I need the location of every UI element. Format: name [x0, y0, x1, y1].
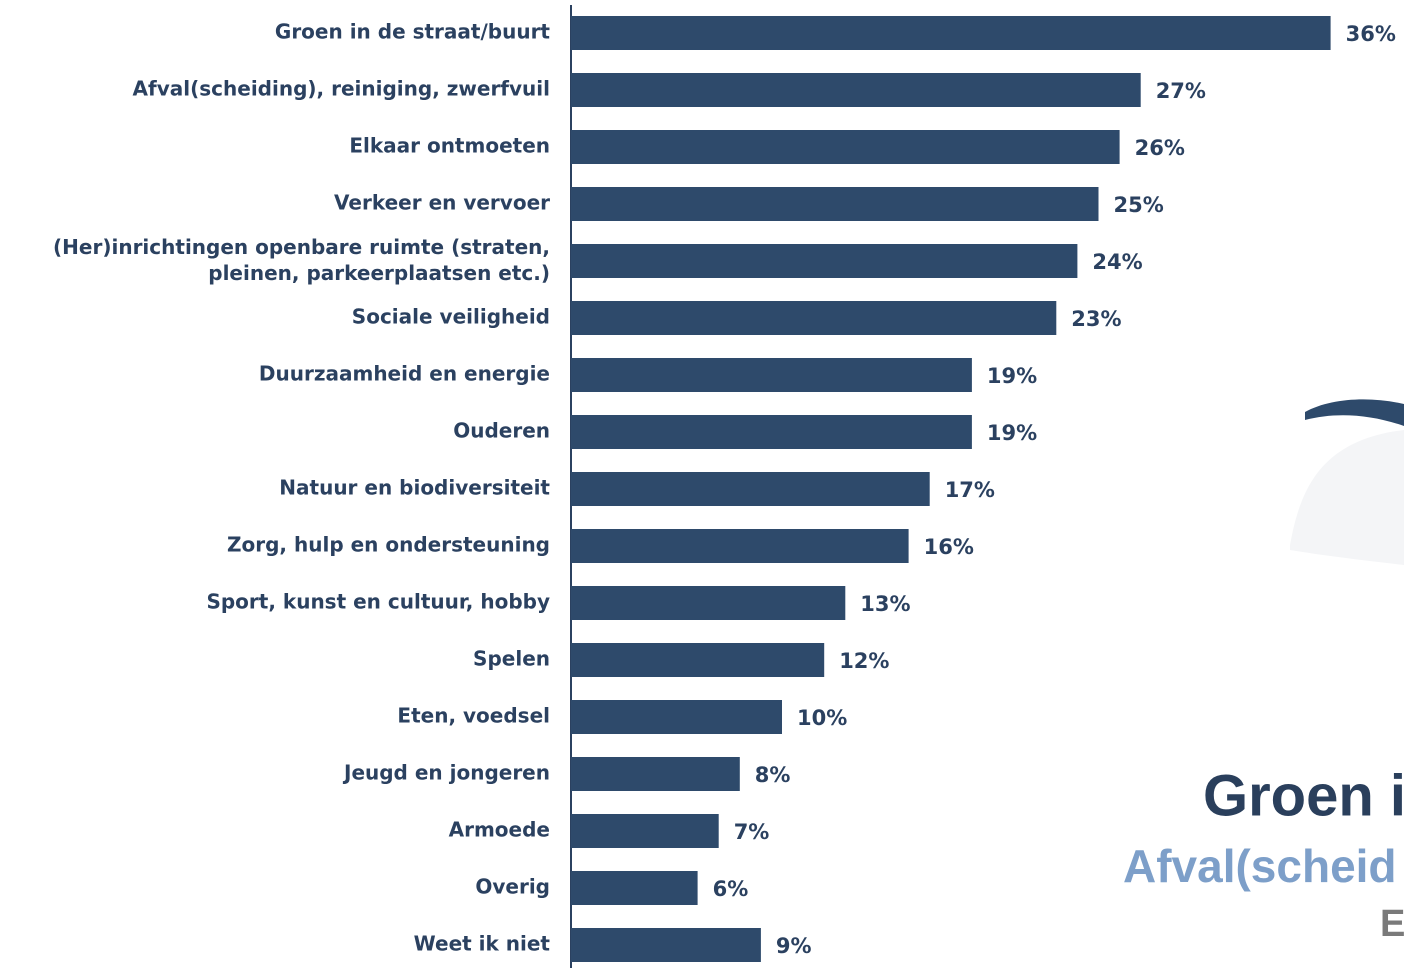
value-label: 19% — [987, 421, 1037, 445]
value-label: 8% — [755, 763, 791, 787]
value-label: 6% — [713, 877, 749, 901]
bar — [571, 472, 930, 506]
decor-word: E — [1380, 903, 1404, 945]
value-label: 24% — [1092, 250, 1142, 274]
value-label: 16% — [924, 535, 974, 559]
decor-shape — [1290, 430, 1404, 565]
bar — [571, 73, 1141, 107]
bar — [571, 700, 782, 734]
bar — [571, 814, 719, 848]
decor-word: Afval(scheid — [1123, 840, 1397, 892]
category-label: Duurzaamheid en energie — [259, 362, 550, 386]
bar — [571, 871, 698, 905]
value-label: 7% — [734, 820, 770, 844]
value-label: 13% — [860, 592, 910, 616]
category-label: Weet ik niet — [414, 932, 551, 956]
category-label: Eten, voedsel — [397, 704, 550, 728]
value-label: 27% — [1156, 79, 1206, 103]
category-label: Groen in de straat/buurt — [275, 20, 551, 44]
decor-word: Groen i — [1203, 763, 1404, 828]
value-label: 36% — [1346, 22, 1396, 46]
category-label: Natuur en biodiversiteit — [279, 476, 550, 500]
category-label: Armoede — [449, 818, 550, 842]
bar — [571, 928, 761, 962]
bar — [571, 358, 972, 392]
category-label: Spelen — [473, 647, 550, 671]
value-label: 26% — [1135, 136, 1185, 160]
value-label: 25% — [1114, 193, 1164, 217]
category-label: Sport, kunst en cultuur, hobby — [206, 590, 550, 614]
category-label: Elkaar ontmoeten — [349, 134, 550, 158]
category-label: Sociale veiligheid — [352, 305, 550, 329]
value-label: 10% — [797, 706, 847, 730]
value-label: 17% — [945, 478, 995, 502]
category-label: Ouderen — [453, 419, 550, 443]
value-label: 19% — [987, 364, 1037, 388]
value-label: 23% — [1071, 307, 1121, 331]
category-label: Verkeer en vervoer — [334, 191, 550, 215]
bar — [571, 415, 972, 449]
category-label: Afval(scheiding), reiniging, zwerfvuil — [133, 77, 550, 101]
decor-swoosh — [1305, 399, 1404, 426]
category-label: Overig — [475, 875, 550, 899]
bar — [571, 757, 740, 791]
bar — [571, 187, 1099, 221]
value-label: 12% — [839, 649, 889, 673]
bar — [571, 529, 909, 563]
bar — [571, 643, 825, 677]
bar — [571, 130, 1120, 164]
bar — [571, 16, 1331, 50]
value-label: 9% — [776, 934, 812, 958]
bar — [571, 301, 1057, 335]
bar — [571, 586, 846, 620]
category-label: Jeugd en jongeren — [342, 761, 550, 785]
category-label: Zorg, hulp en ondersteuning — [227, 533, 550, 557]
bar — [571, 244, 1078, 278]
category-label: (Her)inrichtingen openbare ruimte (strat… — [53, 235, 550, 285]
